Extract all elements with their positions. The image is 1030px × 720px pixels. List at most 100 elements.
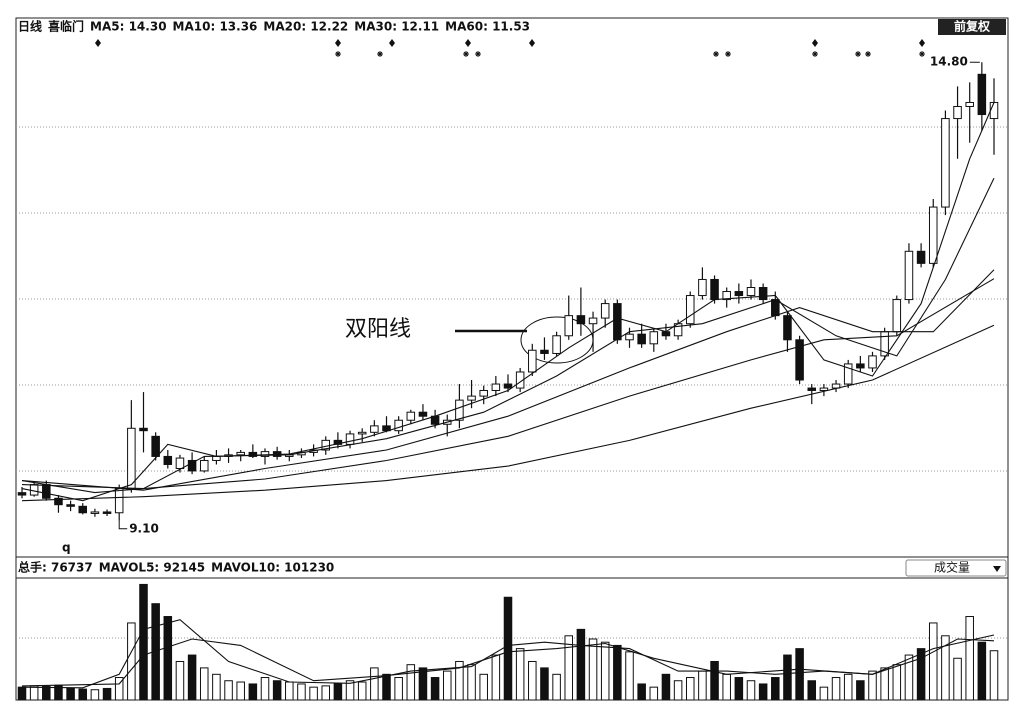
candle-body xyxy=(528,349,537,373)
volume-bar xyxy=(491,654,501,701)
candle-body xyxy=(515,371,525,389)
event-star xyxy=(865,51,871,57)
volume-bar xyxy=(260,677,270,701)
volume-bar xyxy=(880,667,889,701)
candle-body xyxy=(868,355,877,369)
event-diamond xyxy=(919,39,925,47)
dropdown-arrow[interactable] xyxy=(993,566,1001,572)
volume-bar xyxy=(916,648,926,701)
volume-bar xyxy=(746,680,756,701)
event-star xyxy=(713,51,719,57)
event-star xyxy=(855,51,861,57)
candle-body xyxy=(187,459,197,472)
volume-bar xyxy=(42,686,51,701)
annotation: 双阳线 xyxy=(345,317,411,342)
volume-selector-label[interactable]: 成交量 xyxy=(934,560,970,575)
header-text: MA20: 12.22 xyxy=(263,20,348,34)
volume-bar xyxy=(600,641,610,701)
candle-body xyxy=(771,299,780,317)
event-star xyxy=(377,51,383,57)
event-star xyxy=(725,51,731,57)
adjust-button[interactable]: 前复权 xyxy=(954,19,991,34)
candle-body xyxy=(576,315,586,325)
volume-bar xyxy=(953,657,962,701)
candle-body xyxy=(928,206,938,264)
vol-ma-line xyxy=(21,634,995,687)
candle-body xyxy=(552,335,561,354)
candle-body xyxy=(333,439,343,445)
volume-bar xyxy=(625,651,634,701)
candle-body xyxy=(649,331,659,345)
header-text: 喜临门 xyxy=(48,19,84,34)
volume-bar xyxy=(965,616,974,701)
event-diamond xyxy=(389,39,395,47)
candle-body xyxy=(357,431,367,435)
volume-bar xyxy=(795,648,804,701)
candle-body xyxy=(455,399,464,421)
candle-body xyxy=(479,389,488,397)
volume-bar xyxy=(503,596,513,701)
volume-header: 总手: 76737 MAVOL5: 92145 MAVOL10: 101230 xyxy=(18,560,334,575)
candle-body xyxy=(54,497,63,506)
volume-bar xyxy=(139,583,148,701)
candle-body xyxy=(370,425,379,433)
candle-body xyxy=(236,451,245,456)
adjust-button-bg[interactable] xyxy=(938,19,1006,35)
candle-body xyxy=(856,363,865,369)
candle-body xyxy=(916,250,926,264)
candle-body xyxy=(139,427,148,432)
volume-bar xyxy=(455,660,464,701)
event-diamond xyxy=(335,39,341,47)
candle-body xyxy=(151,435,160,457)
candle-body xyxy=(904,250,914,301)
volume-bar xyxy=(17,686,27,701)
volume-bar xyxy=(564,635,574,701)
volume-bar xyxy=(236,681,245,701)
candle-body xyxy=(989,101,999,120)
volume-bar xyxy=(309,686,318,701)
candle-body xyxy=(345,433,355,445)
candle-body xyxy=(892,299,902,333)
candle-body xyxy=(685,295,695,325)
volume-bar xyxy=(941,635,950,701)
candle-body xyxy=(734,291,744,297)
candle-body xyxy=(625,333,634,341)
volume-bar xyxy=(904,654,914,701)
volume-bar xyxy=(163,616,173,701)
event-star xyxy=(919,51,925,57)
volume-selector[interactable] xyxy=(905,559,1007,577)
min-pointer xyxy=(118,520,128,530)
volume-bar xyxy=(552,673,561,701)
max-label: 14.80 xyxy=(930,55,968,69)
candle-body xyxy=(503,383,513,389)
volume-bar xyxy=(394,677,403,701)
volume-bar xyxy=(710,660,719,701)
volume-bar xyxy=(758,683,768,701)
candle-body xyxy=(540,349,549,354)
volume-bar xyxy=(685,677,695,701)
candle-body xyxy=(710,278,719,301)
candle-body xyxy=(175,457,185,470)
volume-bar xyxy=(114,677,124,701)
candle-body xyxy=(613,303,622,341)
candle-body xyxy=(90,511,100,514)
ma-line xyxy=(21,102,995,502)
volume-bar xyxy=(807,680,817,701)
candle-body xyxy=(843,363,853,385)
event-star xyxy=(335,51,341,57)
volume-bar xyxy=(843,673,853,701)
event-diamond xyxy=(465,39,471,47)
candle-body xyxy=(29,484,39,496)
event-diamond xyxy=(529,39,535,47)
volume-bar xyxy=(467,664,476,701)
event-star xyxy=(812,51,818,57)
volume-bar xyxy=(576,628,586,701)
volume-bar xyxy=(977,641,987,701)
header-text: MA30: 12.11 xyxy=(354,20,439,34)
candle-body xyxy=(78,505,88,514)
volume-bar xyxy=(856,680,865,701)
candle-body xyxy=(807,387,817,391)
header-text: MA10: 13.36 xyxy=(173,20,258,34)
